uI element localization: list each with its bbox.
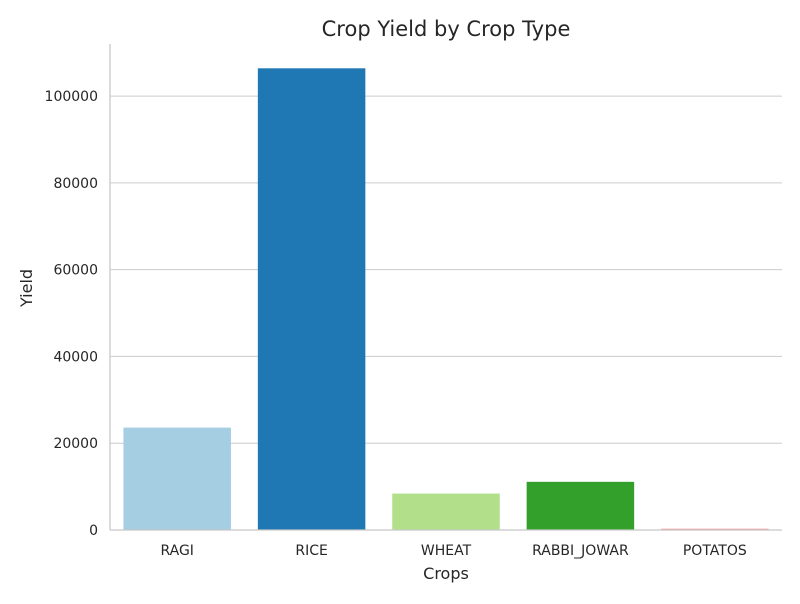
- x-tick-label: WHEAT: [421, 543, 472, 559]
- bar-wheat: [392, 493, 500, 530]
- bar-ragi: [123, 427, 231, 530]
- y-tick-label: 20000: [53, 436, 98, 452]
- x-tick-label: POTATOS: [683, 543, 747, 559]
- y-tick-label: 80000: [53, 176, 98, 192]
- x-tick-label: RICE: [295, 543, 327, 559]
- x-axis-label: Crops: [423, 564, 469, 583]
- y-tick-label: 60000: [53, 263, 98, 279]
- chart-title: Crop Yield by Crop Type: [322, 17, 571, 41]
- y-tick-label: 0: [89, 523, 98, 539]
- axes: [109, 44, 782, 531]
- y-tick-label: 40000: [53, 349, 98, 365]
- y-axis-label: Yield: [17, 269, 36, 308]
- gridlines: [110, 95, 782, 444]
- bars: [123, 68, 769, 531]
- y-tick-labels: 0 20000 40000 60000 80000 100000: [45, 89, 98, 539]
- x-tick-label: RAGI: [160, 543, 193, 559]
- bar-rabbi-jowar: [526, 481, 635, 530]
- x-tick-labels: RAGI RICE WHEAT RABBI_JOWAR POTATOS: [160, 543, 746, 559]
- x-tick-label: RABBI_JOWAR: [532, 543, 629, 559]
- y-tick-label: 100000: [45, 89, 98, 105]
- bar-potatos: [661, 528, 769, 530]
- bar-rice: [257, 68, 366, 531]
